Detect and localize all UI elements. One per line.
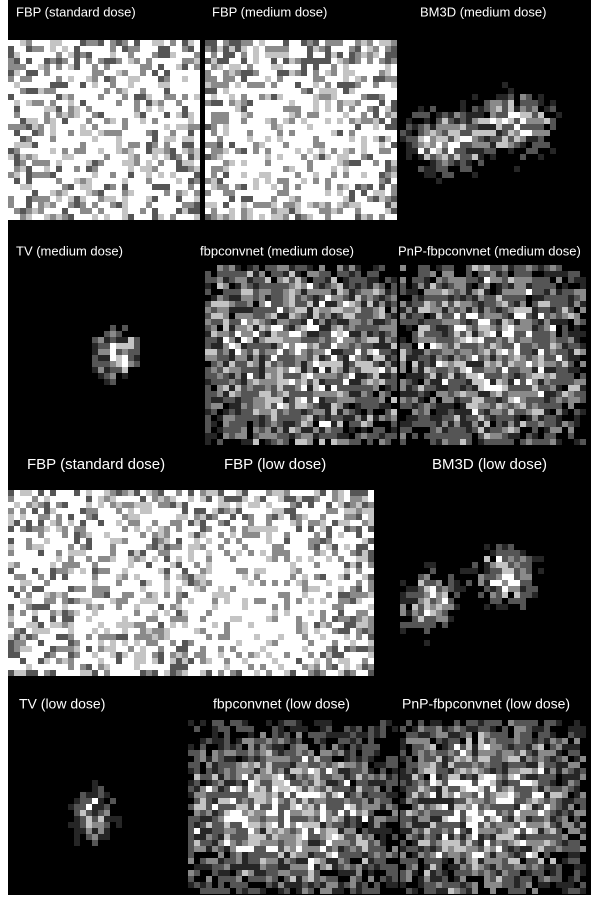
panel-label: fbpconvnet (medium dose)	[200, 243, 354, 258]
panel-label: BM3D (low dose)	[432, 456, 547, 473]
page: FBP (standard dose) FBP (medium dose) BM3D…	[0, 0, 591, 901]
panel-label: FBP (standard dose)	[27, 456, 165, 473]
panel-label: PnP-fbpconvnet (low dose)	[402, 696, 570, 712]
panel-label: FBP (low dose)	[224, 456, 326, 473]
panel-label: BM3D (medium dose)	[420, 4, 546, 19]
panel-label: TV (low dose)	[19, 696, 105, 712]
figure: FBP (standard dose) FBP (medium dose) BM3D…	[0, 0, 591, 901]
panel-label: FBP (standard dose)	[16, 4, 136, 19]
panel-label: PnP-fbpconvnet (medium dose)	[398, 243, 581, 258]
panel-label: TV (medium dose)	[16, 243, 123, 258]
panel-label: fbpconvnet (low dose)	[213, 696, 350, 712]
panel-label: FBP (medium dose)	[212, 4, 327, 19]
